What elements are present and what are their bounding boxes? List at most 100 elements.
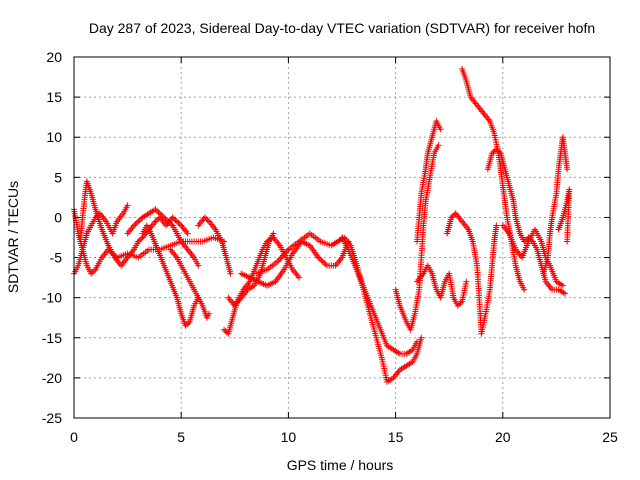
data-point xyxy=(322,261,329,268)
data-point xyxy=(152,218,159,225)
x-axis-label: GPS time / hours xyxy=(287,457,394,473)
data-point xyxy=(489,150,496,157)
data-point xyxy=(185,320,192,327)
data-point xyxy=(463,278,470,285)
data-point xyxy=(521,286,528,293)
data-point xyxy=(133,219,140,226)
data-point xyxy=(91,267,98,274)
data-point xyxy=(161,214,168,221)
x-tick-label: 10 xyxy=(281,429,297,445)
data-series xyxy=(499,222,566,289)
data-point xyxy=(176,221,183,228)
data-point xyxy=(457,300,464,307)
data-series xyxy=(414,262,470,309)
data-point xyxy=(496,148,503,155)
data-point xyxy=(321,259,328,266)
data-point xyxy=(168,221,175,228)
data-point xyxy=(456,301,463,308)
data-point xyxy=(318,257,325,264)
data-point xyxy=(159,213,166,220)
data-series xyxy=(414,118,444,245)
y-tick-label: -25 xyxy=(42,410,62,426)
data-point xyxy=(490,148,497,155)
data-point xyxy=(195,262,202,269)
data-point xyxy=(136,217,143,224)
data-point xyxy=(414,338,421,345)
y-axis-label: SDTVAR / TECUs xyxy=(5,181,21,293)
data-point xyxy=(184,230,191,237)
y-tick-label: 5 xyxy=(54,169,62,185)
data-point xyxy=(221,326,228,333)
data-point xyxy=(494,147,501,154)
data-point xyxy=(135,218,142,225)
data-series xyxy=(225,230,277,309)
data-series xyxy=(444,210,500,337)
data-point xyxy=(153,207,160,214)
data-point xyxy=(166,219,173,226)
y-tick-label: -5 xyxy=(50,250,63,266)
data-point xyxy=(182,322,189,329)
data-point xyxy=(437,126,444,133)
y-tick-label: 10 xyxy=(46,129,62,145)
data-series xyxy=(555,186,573,245)
data-point xyxy=(204,217,211,224)
y-tick-label: 20 xyxy=(46,49,62,65)
y-tick-label: 0 xyxy=(54,209,62,225)
data-series xyxy=(167,246,213,321)
data-point xyxy=(163,217,170,224)
data-point xyxy=(277,255,284,262)
data-point xyxy=(493,146,500,153)
data-point xyxy=(136,237,143,244)
data-point xyxy=(316,255,323,262)
data-point xyxy=(454,302,461,309)
data-point xyxy=(448,214,455,221)
data-point xyxy=(493,222,500,229)
data-point xyxy=(522,237,529,244)
data-point xyxy=(227,270,234,277)
x-tick-label: 5 xyxy=(177,429,185,445)
data-point xyxy=(155,209,162,216)
data-point xyxy=(315,254,322,261)
data-point xyxy=(135,238,142,245)
data-series xyxy=(238,238,352,289)
data-point xyxy=(201,214,208,221)
data-point xyxy=(319,258,326,265)
data-points xyxy=(71,66,573,385)
plot-frame xyxy=(73,56,611,419)
y-tick-label: -15 xyxy=(42,330,62,346)
data-series xyxy=(195,214,234,277)
data-point xyxy=(138,215,145,222)
data-point xyxy=(158,211,165,218)
data-point xyxy=(449,213,456,220)
data-point xyxy=(131,222,138,229)
data-point xyxy=(564,238,571,245)
data-point xyxy=(169,214,176,221)
data-series xyxy=(124,206,202,269)
data-series xyxy=(339,234,421,357)
data-point xyxy=(296,274,303,281)
data-point xyxy=(172,217,179,224)
data-point xyxy=(138,235,145,242)
data-point xyxy=(173,218,180,225)
x-tick-label: 20 xyxy=(495,429,511,445)
y-tick-label: -10 xyxy=(42,290,62,306)
data-series xyxy=(139,222,202,329)
data-point xyxy=(165,218,172,225)
data-point xyxy=(561,290,568,297)
data-point xyxy=(418,334,425,341)
chart-title: Day 287 of 2023, Sidereal Day-to-day VTE… xyxy=(89,20,595,36)
y-tick-label: -20 xyxy=(42,370,62,386)
data-point xyxy=(559,282,566,289)
data-point xyxy=(124,202,131,209)
data-point xyxy=(564,166,571,173)
data-point xyxy=(171,215,178,222)
data-series xyxy=(540,134,571,277)
data-point xyxy=(435,142,442,149)
x-tick-label: 0 xyxy=(70,429,78,445)
y-tick-label: 15 xyxy=(46,89,62,105)
data-point xyxy=(183,321,190,328)
x-tick-label: 15 xyxy=(388,429,404,445)
tick-labels: 0 5 10 15 20 25 -25 -20 -15 -10 -5 0 5 10 15 20 xyxy=(42,49,618,445)
data-point xyxy=(153,217,160,224)
